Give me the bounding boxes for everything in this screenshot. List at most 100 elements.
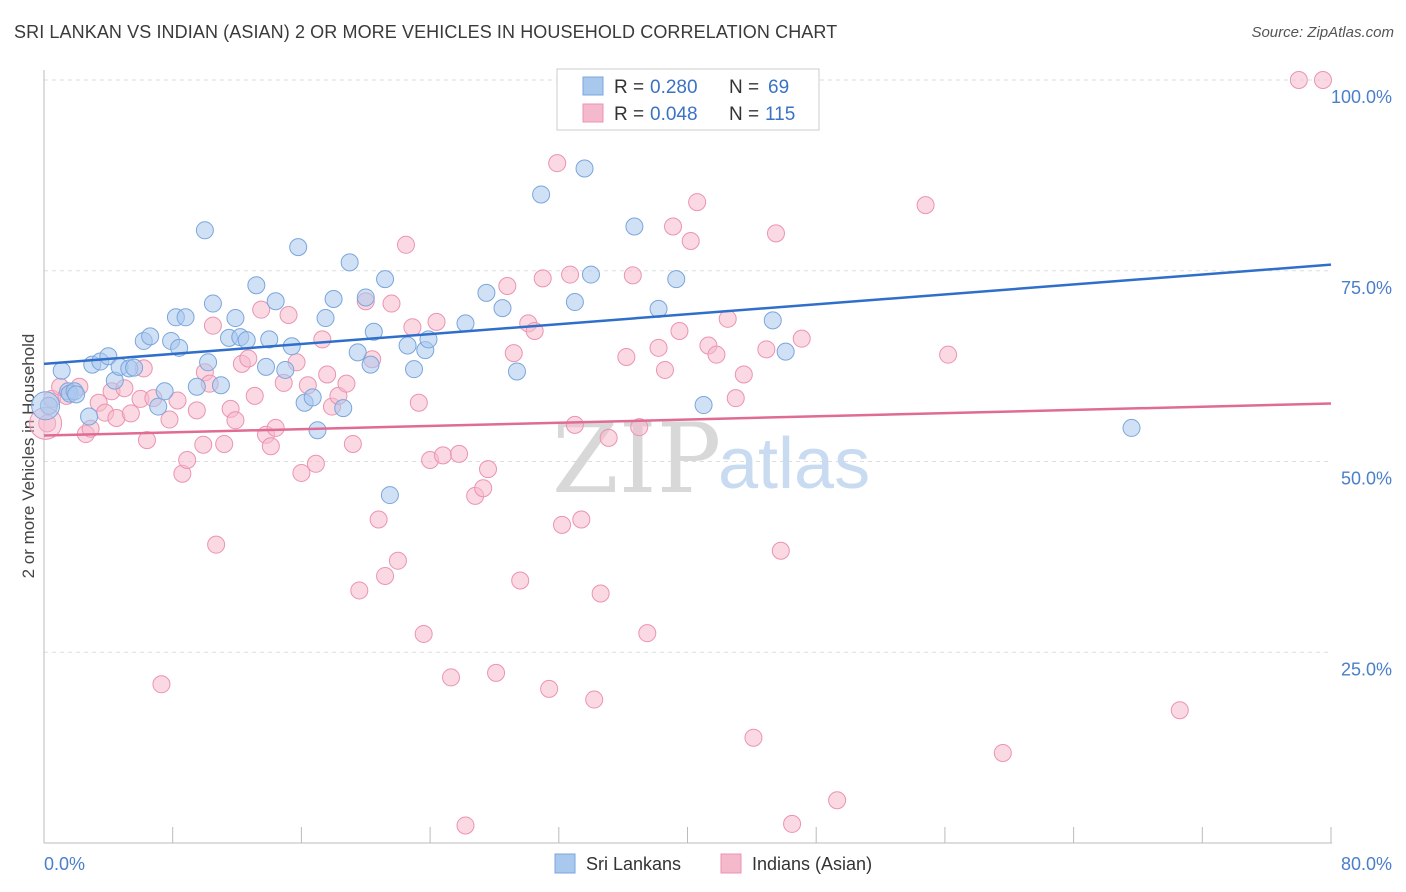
bottom-legend-swatch-pink [720, 853, 742, 874]
data-point [316, 309, 335, 328]
data-point [52, 361, 71, 380]
data-point [247, 276, 266, 295]
data-point [617, 347, 636, 366]
data-point [361, 355, 380, 374]
data-point [456, 816, 475, 835]
legend-swatch-pink [582, 103, 604, 123]
data-point [276, 360, 295, 379]
data-point [160, 410, 179, 429]
data-point [348, 343, 367, 362]
data-point [456, 314, 475, 333]
data-point [591, 584, 610, 603]
data-point [493, 299, 512, 318]
trendline-indians-asian [43, 402, 1332, 437]
data-point [125, 358, 144, 377]
data-point [211, 376, 230, 395]
data-point [405, 360, 424, 379]
data-point [350, 581, 369, 600]
data-point [194, 435, 213, 454]
data-point [776, 342, 795, 361]
legend-swatch-blue [582, 76, 604, 96]
data-point [226, 309, 245, 328]
data-point [266, 418, 285, 437]
data-point [187, 401, 206, 420]
data-point [306, 454, 325, 473]
data-point [532, 185, 551, 204]
data-point [572, 510, 591, 529]
data-point [261, 437, 280, 456]
y-tick-label: 25.0% [1341, 659, 1392, 679]
data-point [575, 159, 594, 178]
data-point [334, 399, 353, 418]
data-point [403, 318, 422, 337]
data-point [67, 385, 86, 404]
data-point [479, 460, 498, 479]
data-point [487, 663, 506, 682]
data-point [655, 360, 674, 379]
data-point [203, 294, 222, 313]
data-point [376, 566, 395, 585]
data-point [565, 293, 584, 312]
data-point-large [31, 391, 61, 421]
data-point [215, 434, 234, 453]
data-point [939, 345, 958, 364]
data-point [1170, 701, 1189, 720]
bottom-legend: Sri Lankans Indians (Asian) [554, 853, 872, 874]
source-credit: Source: ZipAtlas.com [1251, 24, 1394, 41]
y-tick-label: 50.0% [1341, 469, 1392, 489]
data-point [623, 266, 642, 285]
data-point [916, 196, 935, 215]
legend-n-value-blue: 69 [768, 77, 789, 98]
data-point [561, 265, 580, 284]
data-point [260, 330, 279, 349]
data-point [237, 331, 256, 350]
data-point [252, 300, 271, 319]
data-point [474, 479, 493, 498]
y-axis-tick-labels: 25.0% 50.0% 75.0% 100.0% [1331, 87, 1392, 679]
data-point [565, 415, 584, 434]
y-tick-label: 100.0% [1331, 87, 1392, 107]
legend-n-value-pink: 115 [765, 104, 795, 125]
legend-r-value-blue: 0.280 [650, 77, 698, 98]
legend-r-label: R = [614, 104, 644, 125]
data-point [664, 217, 683, 236]
data-point [308, 421, 327, 440]
data-point [718, 309, 737, 328]
data-point [477, 283, 496, 302]
legend-r-value-pink: 0.048 [650, 104, 698, 125]
data-point [1289, 71, 1308, 89]
data-point [638, 624, 657, 643]
x-axis-ticks [172, 827, 1332, 843]
data-point [792, 329, 811, 348]
data-point [553, 515, 572, 534]
data-point [398, 336, 417, 355]
legend-n-label: N = [729, 77, 759, 98]
data-point [450, 444, 469, 463]
y-tick-label: 75.0% [1341, 278, 1392, 298]
data-point [667, 270, 686, 289]
data-point [409, 393, 428, 412]
data-point [289, 238, 308, 257]
data-point [176, 308, 195, 327]
data-point [670, 322, 689, 341]
data-point [707, 345, 726, 364]
data-point [993, 743, 1012, 762]
x-tick-label-max: 80.0% [1341, 854, 1392, 874]
data-point [540, 679, 559, 698]
y-axis-label: 2 or more Vehicles in Household [19, 334, 38, 579]
data-point [783, 814, 802, 833]
data-point [207, 535, 226, 554]
data-point [364, 322, 383, 341]
data-point [195, 221, 214, 240]
data-point [178, 450, 197, 469]
data-point [343, 434, 362, 453]
bottom-legend-label-sri-lankans: Sri Lankans [586, 854, 681, 874]
data-point [507, 362, 526, 381]
data-point [303, 388, 322, 407]
data-point [168, 391, 187, 410]
data-point [649, 338, 668, 357]
data-point [581, 265, 600, 284]
data-point [771, 541, 790, 560]
data-point [187, 377, 206, 396]
